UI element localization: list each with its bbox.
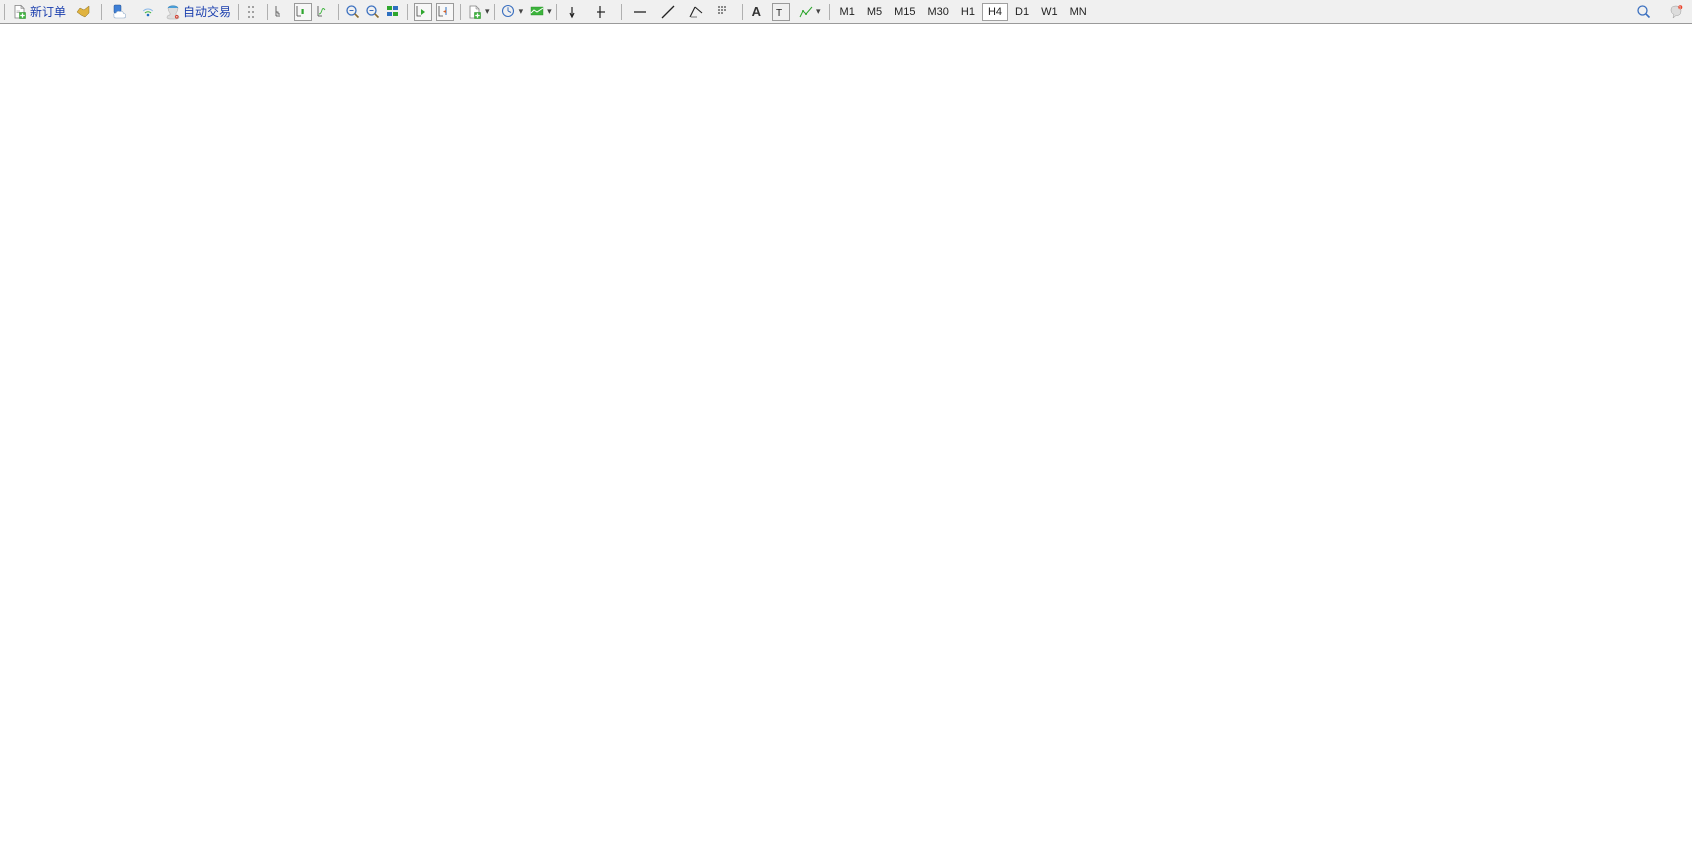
- svg-text:T: T: [776, 8, 782, 19]
- svg-text:1: 1: [1679, 5, 1681, 9]
